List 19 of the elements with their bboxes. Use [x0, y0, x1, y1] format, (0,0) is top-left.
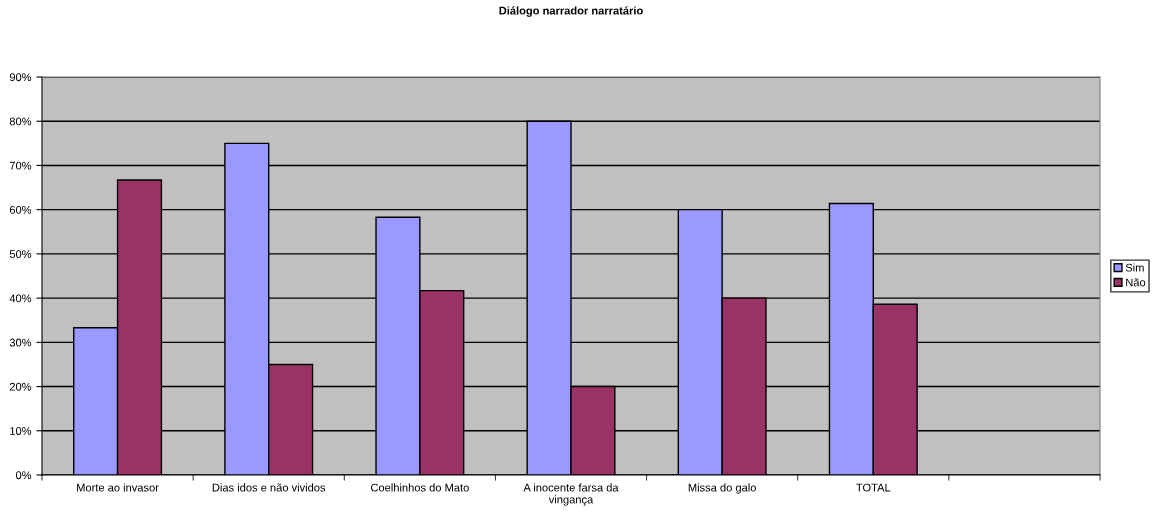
y-tick-label: 60%: [9, 205, 32, 214]
legend-label: Não: [1126, 278, 1146, 287]
y-tick-label: 50%: [9, 250, 32, 259]
x-tick-label: Coelhinhos do Mato: [371, 483, 469, 492]
x-tick-label: Dias idos e não vividos: [212, 483, 326, 492]
chart-title: Diálogo narrador narratário: [499, 6, 643, 17]
x-tick-label: TOTAL: [856, 483, 891, 492]
y-tick-label: 30%: [9, 338, 32, 347]
y-tick-label: 0%: [15, 471, 32, 480]
y-tick-label: 80%: [9, 117, 32, 126]
x-tick-label: Morte ao invasor: [77, 483, 159, 492]
y-tick-label: 90%: [9, 73, 32, 82]
x-tick-label: Missa do galo: [688, 483, 756, 494]
y-tick-label: 20%: [9, 382, 32, 391]
y-tick-label: 70%: [9, 161, 32, 170]
y-tick-label: 40%: [9, 294, 32, 303]
x-tick-label: A inocente farsa da vingança: [523, 483, 619, 506]
y-tick-label: 10%: [10, 427, 32, 435]
legend-label: Sim: [1125, 263, 1144, 272]
